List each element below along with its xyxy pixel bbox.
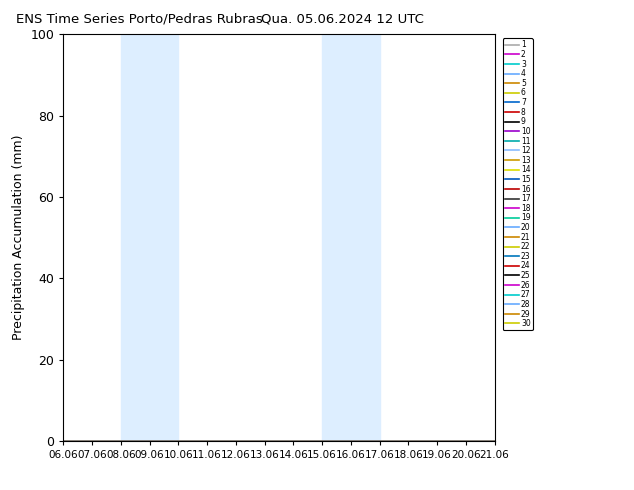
- Text: Qua. 05.06.2024 12 UTC: Qua. 05.06.2024 12 UTC: [261, 12, 424, 25]
- Legend: 1, 2, 3, 4, 5, 6, 7, 8, 9, 10, 11, 12, 13, 14, 15, 16, 17, 18, 19, 20, 21, 22, 2: 1, 2, 3, 4, 5, 6, 7, 8, 9, 10, 11, 12, 1…: [503, 38, 533, 330]
- Bar: [121, 34, 178, 441]
- Text: ENS Time Series Porto/Pedras Rubras: ENS Time Series Porto/Pedras Rubras: [16, 12, 263, 25]
- Bar: [322, 34, 380, 441]
- Y-axis label: Precipitation Accumulation (mm): Precipitation Accumulation (mm): [12, 135, 25, 341]
